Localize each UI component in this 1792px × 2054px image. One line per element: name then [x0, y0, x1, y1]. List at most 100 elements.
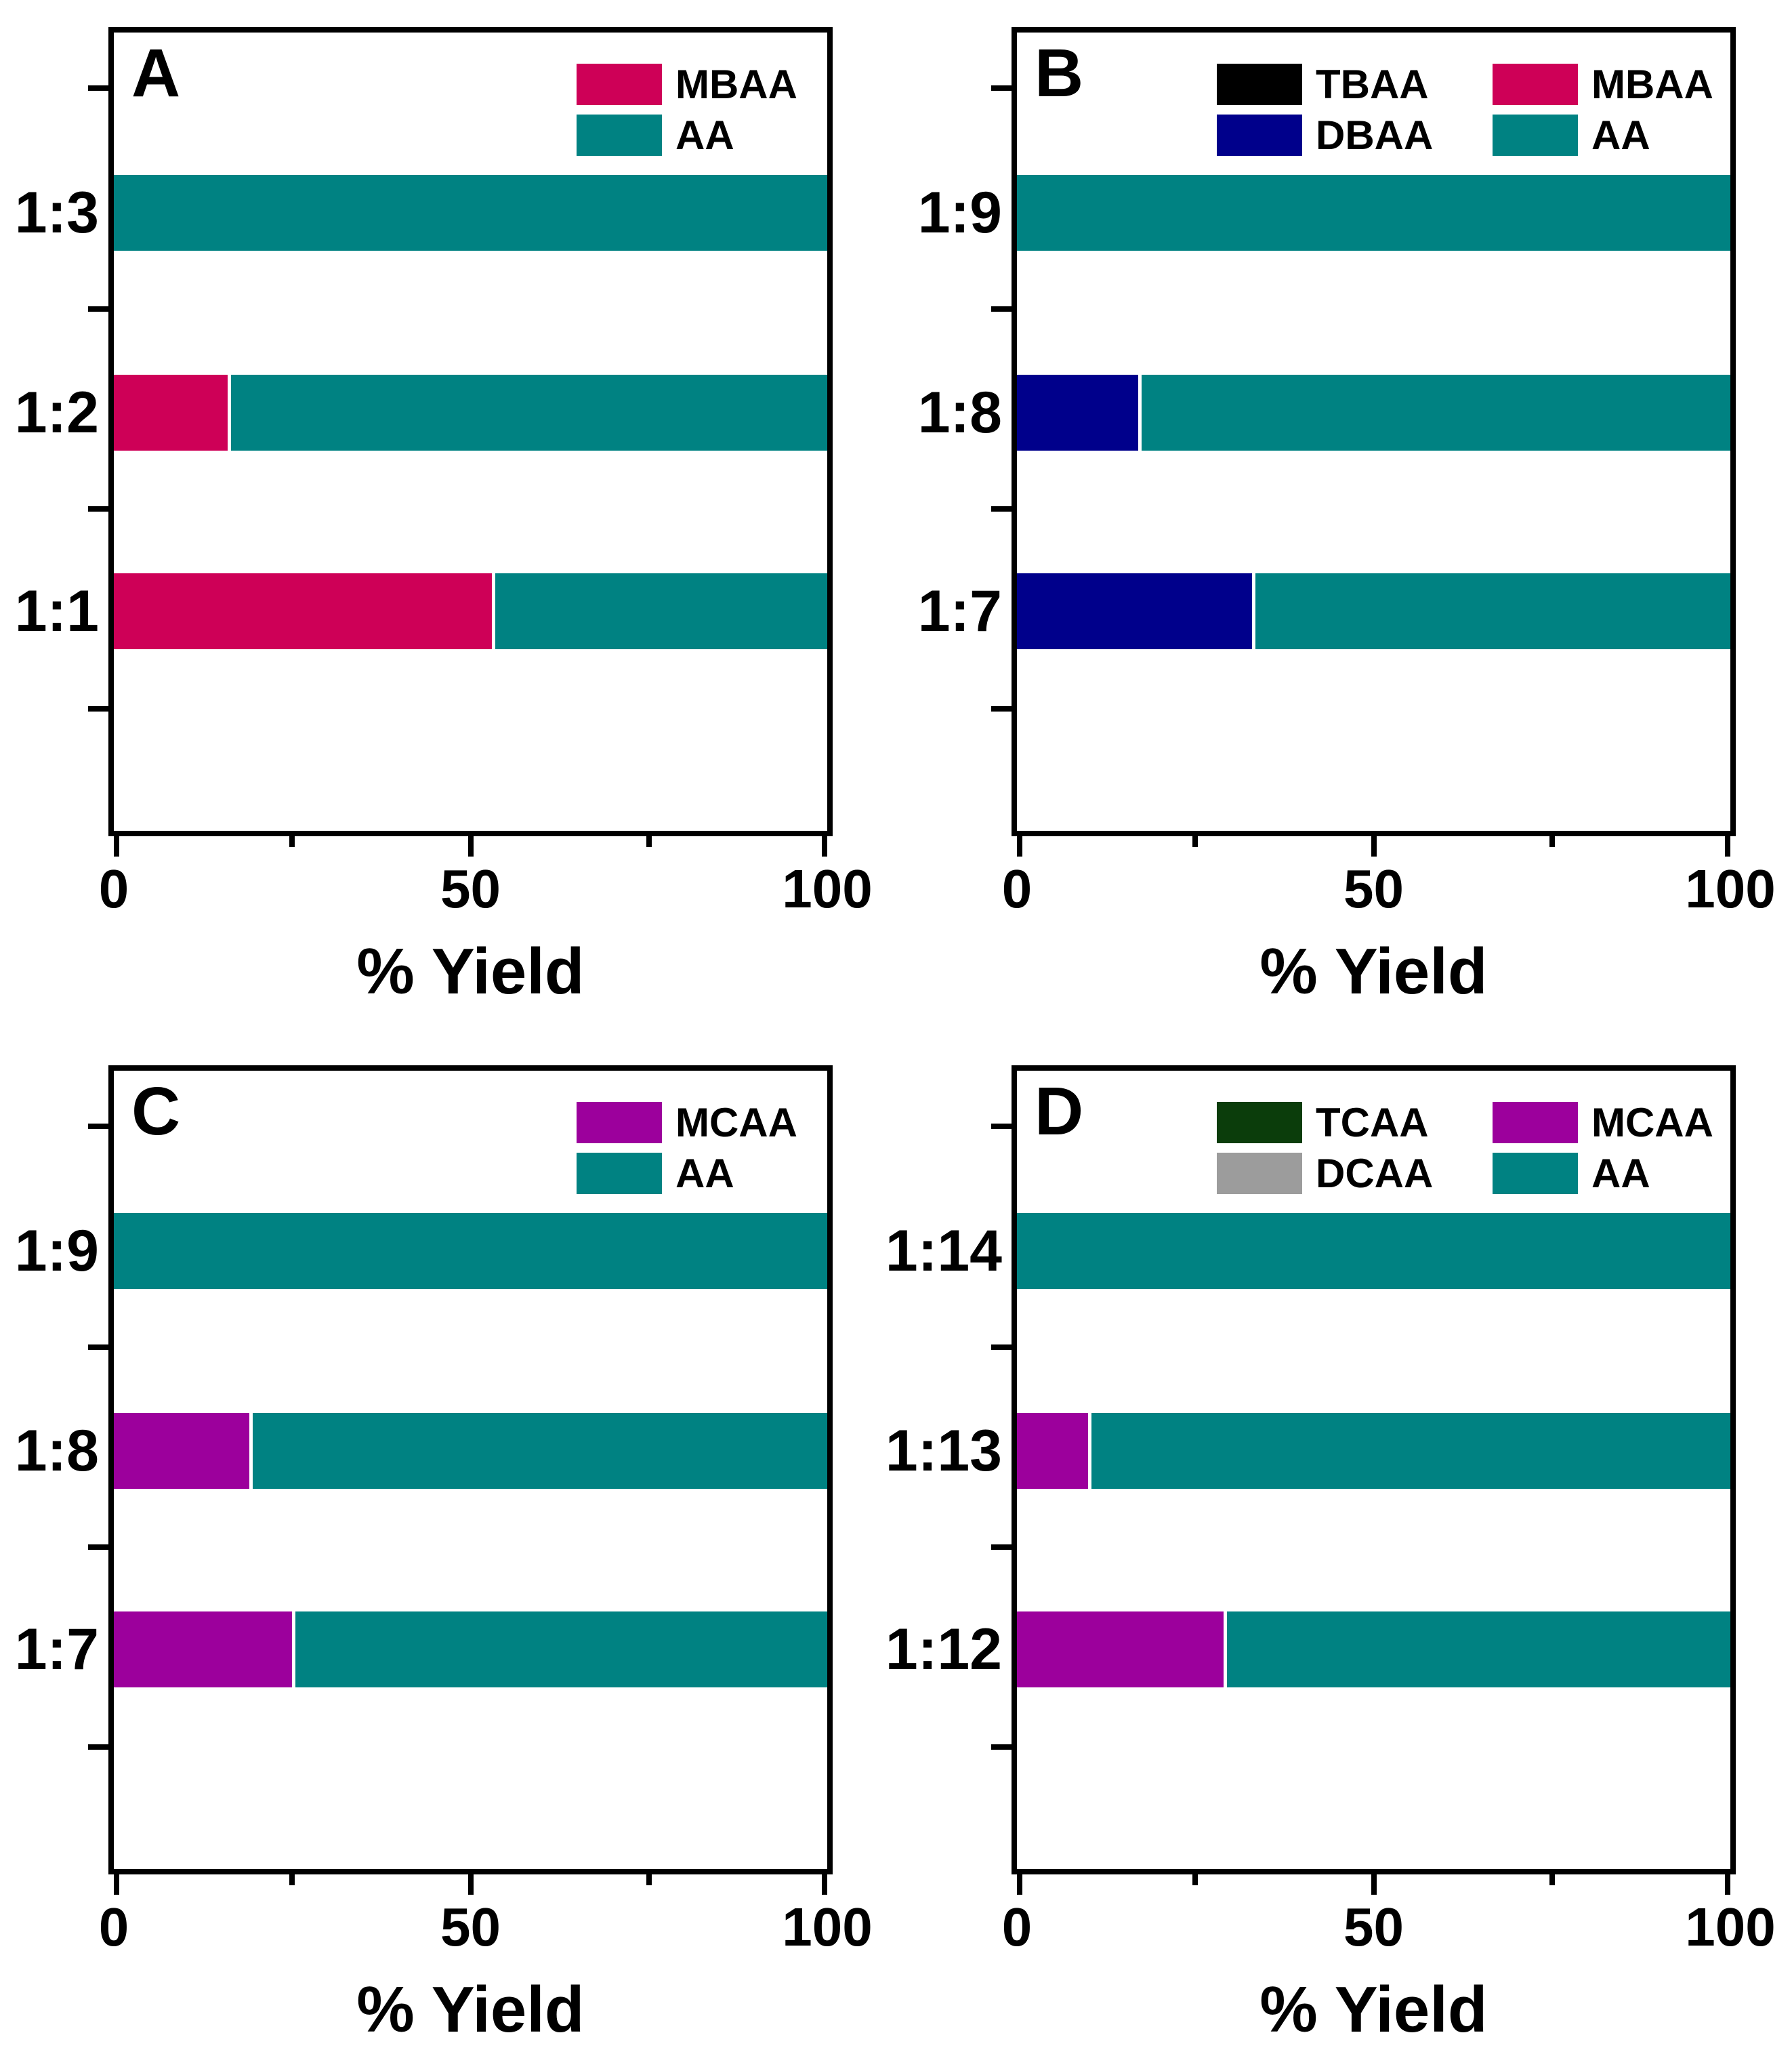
legend-label: MBAA [1591, 61, 1713, 107]
legend-label: AA [1591, 112, 1650, 158]
x-axis-title: % Yield [1259, 1973, 1488, 2046]
bar-segment-aa [1138, 375, 1730, 451]
legend-item-mcaa: MCAA [577, 1102, 797, 1143]
x-axis-major-tick [467, 831, 474, 857]
x-axis-major-tick [114, 831, 119, 857]
panel-c: C MCAA AA 1:9 1:8 1:7 0 50 100 % Yield [0, 1038, 896, 2054]
x-axis-major-tick [822, 831, 827, 857]
x-axis-title: % Yield [356, 1973, 585, 2046]
bar-segment-mbaa [114, 375, 228, 451]
x-axis-tick-label: 100 [782, 859, 873, 919]
x-axis-minor-tick [646, 1869, 652, 1885]
x-axis-major-tick [114, 1869, 119, 1895]
panel-a: A MBAA AA 1:3 1:2 1:1 0 50 100 % Yield [0, 0, 896, 1016]
legend-column: MBAA AA [1493, 64, 1713, 165]
bar-row-1-1 [114, 573, 827, 650]
x-axis-tick-label: 0 [1001, 859, 1033, 919]
bar-row-1-8 [1017, 375, 1730, 451]
legend-swatch-mcaa [1493, 1102, 1578, 1143]
x-axis-major-tick [467, 1869, 474, 1895]
bar-segment-aa [114, 1213, 827, 1290]
bar-segment-dbaa [1017, 573, 1253, 650]
legend-item-mbaa: MBAA [577, 64, 797, 105]
bar-row-1-14 [1017, 1213, 1730, 1290]
y-axis-tick [991, 85, 1017, 91]
bar-segment-aa [292, 1611, 827, 1688]
legend-swatch-tcaa [1217, 1102, 1302, 1143]
panel-b: B TBAA DBAA MBAA AA 1:9 1:8 1:7 0 50 100 % Yield [903, 0, 1792, 1016]
y-axis-tick [88, 306, 114, 312]
legend-label: TCAA [1316, 1099, 1429, 1145]
category-label: 1:13 [885, 1418, 1002, 1484]
category-label: 1:9 [917, 180, 1002, 246]
x-axis-tick-label: 0 [98, 859, 129, 919]
x-axis-major-tick [1017, 1869, 1022, 1895]
bar-segment-aa [114, 175, 827, 251]
y-axis-tick [88, 1544, 114, 1550]
panel-letter: C [131, 1073, 181, 1149]
legend-item-mbaa: MBAA [1493, 64, 1713, 105]
legend-swatch-tbaa [1217, 64, 1302, 105]
x-axis-tick-label: 50 [1343, 1897, 1404, 1957]
bar-row-1-9 [114, 1213, 827, 1290]
legend-item-tbaa: TBAA [1217, 64, 1433, 105]
legend-swatch-mbaa [1493, 64, 1578, 105]
x-axis-tick-label: 100 [1685, 859, 1776, 919]
bar-segment-aa [1252, 573, 1730, 650]
category-label: 1:1 [14, 579, 99, 644]
category-label: 1:2 [14, 380, 99, 446]
x-axis-tick-label: 100 [782, 1897, 873, 1957]
legend-swatch-mbaa [577, 64, 662, 105]
bar-row-1-7 [114, 1611, 827, 1688]
legend-swatch-dbaa [1217, 115, 1302, 156]
x-axis-minor-tick [289, 1869, 295, 1885]
x-axis-title: % Yield [1259, 935, 1488, 1008]
y-axis-tick [88, 506, 114, 512]
bar-row-1-13 [1017, 1413, 1730, 1490]
x-axis-tick-label: 0 [98, 1897, 129, 1957]
x-axis-major-tick [1725, 831, 1730, 857]
plot-area-b: B TBAA DBAA MBAA AA 1:9 1:8 1:7 0 50 100% Yield [918, 27, 1776, 1004]
y-axis-tick [991, 1344, 1017, 1350]
bar-segment-dbaa [1017, 375, 1138, 451]
legend-swatch-aa [1493, 115, 1578, 156]
panel-letter: A [131, 35, 181, 111]
panel-letter: D [1035, 1073, 1084, 1149]
bar-segment-aa [1224, 1611, 1730, 1688]
legend-column: MCAA AA [577, 1102, 797, 1204]
panel-letter: B [1035, 35, 1084, 111]
y-axis-tick [991, 1544, 1017, 1550]
bar-segment-mcaa [114, 1611, 293, 1688]
category-label: 1:8 [917, 380, 1002, 446]
y-axis-tick [88, 1744, 114, 1750]
legend-label: DBAA [1316, 112, 1434, 158]
bar-segment-mcaa [114, 1413, 250, 1490]
legend-item-aa: AA [577, 1153, 797, 1194]
legend-item-aa: AA [577, 115, 797, 156]
y-axis-tick [991, 1123, 1017, 1129]
category-label: 1:7 [917, 579, 1002, 644]
x-axis-minor-tick [289, 831, 295, 847]
x-axis-major-tick [1371, 831, 1377, 857]
bar-row-1-3 [114, 175, 827, 251]
plot-area-a: A MBAA AA 1:3 1:2 1:1 0 50 100% Yield [15, 27, 873, 1004]
panel-d: D TCAA DCAA MCAA AA 1:14 1:13 1:12 0 50 100 % Yield [885, 1038, 1792, 2054]
y-axis-tick [991, 706, 1017, 712]
category-label: 1:12 [885, 1617, 1002, 1683]
legend-swatch-aa [1493, 1153, 1578, 1194]
y-axis-tick [88, 85, 114, 91]
legend-label: MBAA [675, 61, 797, 107]
legend-label: AA [675, 1150, 734, 1196]
legend-item-mcaa: MCAA [1493, 1102, 1713, 1143]
y-axis-tick [88, 1123, 114, 1129]
bar-segment-aa [1017, 175, 1730, 251]
category-label: 1:3 [14, 180, 99, 246]
bar-segment-aa [1017, 1213, 1730, 1290]
category-label: 1:7 [14, 1617, 99, 1683]
x-axis-title: % Yield [356, 935, 585, 1008]
legend-label: DCAA [1316, 1150, 1434, 1196]
legend-label: MCAA [1591, 1099, 1713, 1145]
bar-segment-aa [228, 375, 827, 451]
x-axis-major-tick [1017, 831, 1022, 857]
y-axis-tick [991, 506, 1017, 512]
